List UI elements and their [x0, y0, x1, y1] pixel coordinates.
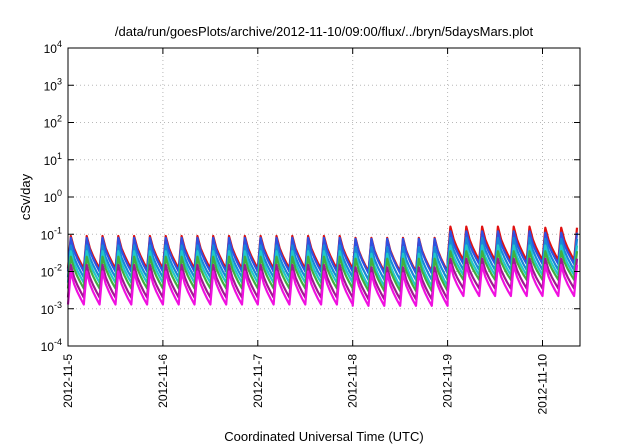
- series-line: [66, 230, 579, 275]
- x-tick-label: 2012-11-7: [251, 354, 265, 408]
- x-tick-label: 2012-11-10: [536, 354, 550, 415]
- y-tick-label: 102: [44, 114, 62, 131]
- y-tick-label: 100: [44, 188, 62, 205]
- x-tick-label: 2012-11-6: [156, 354, 170, 408]
- y-tick-label: 10-1: [41, 225, 62, 242]
- y-tick-label: 10-3: [41, 300, 62, 317]
- chart-title: /data/run/goesPlots/archive/2012-11-10/0…: [115, 24, 534, 39]
- y-tick-label: 101: [44, 151, 62, 168]
- ticks: 10-4 10-3 10-2 10-1 100 101 102 103 104 2012-11-5…: [41, 39, 580, 415]
- x-tick-label: 2012-11-8: [346, 354, 360, 408]
- y-tick-label: 10-4: [41, 337, 62, 354]
- series-line: [66, 244, 579, 288]
- y-tick-label: 10-2: [41, 263, 62, 280]
- y-axis-label: cSv/day: [18, 173, 33, 220]
- x-tick-label: 2012-11-9: [441, 354, 455, 408]
- y-tick-label: 104: [44, 39, 62, 56]
- series-layer: [66, 225, 579, 307]
- series-line: [66, 257, 579, 301]
- x-axis-label: Coordinated Universal Time (UTC): [224, 429, 423, 444]
- x-tick-label: 2012-11-5: [61, 354, 75, 408]
- series-line: [66, 236, 579, 281]
- series-line: [66, 250, 579, 293]
- series-line: [66, 263, 579, 307]
- y-tick-label: 103: [44, 76, 62, 93]
